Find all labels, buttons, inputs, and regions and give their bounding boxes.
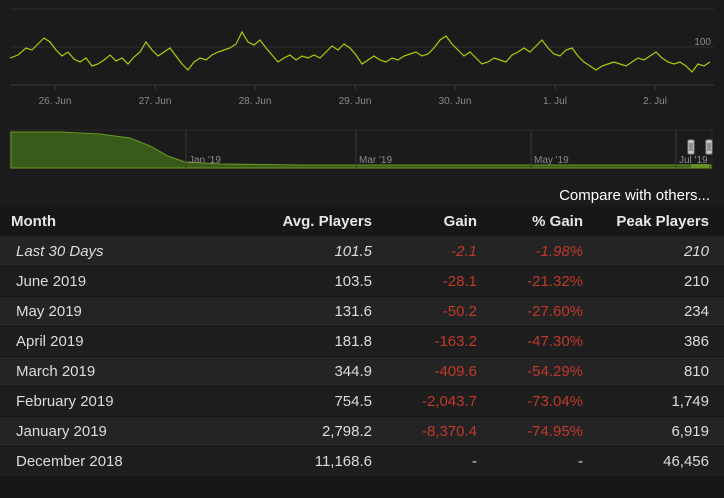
- x-tick-label: 29. Jun: [339, 96, 372, 107]
- monthly-stats-table: Month Avg. Players Gain % Gain Peak Play…: [0, 206, 724, 498]
- cell-avg: 11,168.6: [231, 446, 384, 477]
- x-axis-ticks: 26. Jun 27. Jun 28. Jun 29. Jun 30. Jun 1. Ju…: [39, 85, 667, 107]
- x-tick-label: 27. Jun: [139, 96, 172, 107]
- cell-month: February 2019: [0, 386, 231, 417]
- cell-peak: 386: [595, 326, 724, 357]
- navigator-handle-right[interactable]: [705, 139, 713, 155]
- navigator-tick-label: May '19: [534, 155, 569, 166]
- x-tick-label: 26. Jun: [39, 96, 72, 107]
- cell-avg: 131.6: [231, 296, 384, 327]
- navigator-tick-label: Jul '19: [679, 155, 708, 166]
- cell-avg: 101.5: [231, 236, 384, 267]
- table-row: December 2018 11,168.6 - - 46,456: [0, 446, 724, 477]
- header-avg-players[interactable]: Avg. Players: [231, 206, 384, 237]
- cell-month: June 2019: [0, 266, 231, 297]
- cell-pct-gain: -54.29%: [489, 356, 595, 387]
- header-pct-gain[interactable]: % Gain: [489, 206, 595, 237]
- player-count-chart: 100 26. Jun 27. Jun 28. Jun 29. Jun 30. Jun 1…: [0, 0, 724, 175]
- cell-pct-gain: -1.98%: [489, 236, 595, 267]
- x-tick-label: 2. Jul: [643, 96, 667, 107]
- cell-month: May 2019: [0, 296, 231, 327]
- cell-peak: 46,456: [595, 446, 724, 477]
- table-header-row: Month Avg. Players Gain % Gain Peak Play…: [0, 206, 724, 237]
- cell-avg: 344.9: [231, 356, 384, 387]
- cell-avg: 2,798.2: [231, 416, 384, 447]
- navigator-area: [10, 131, 712, 169]
- table-row: June 2019 103.5 -28.1 -21.32% 210: [0, 266, 724, 297]
- x-tick-label: 28. Jun: [239, 96, 272, 107]
- header-gain[interactable]: Gain: [384, 206, 489, 237]
- cell-avg: 103.5: [231, 266, 384, 297]
- table-row: May 2019 131.6 -50.2 -27.60% 234: [0, 296, 724, 327]
- cell-gain: -: [384, 446, 489, 477]
- cell-pct-gain: -27.60%: [489, 296, 595, 327]
- cell-pct-gain: -74.95%: [489, 416, 595, 447]
- cell-month: December 2018: [0, 446, 231, 477]
- navigator-tick-label: Mar '19: [359, 155, 392, 166]
- header-peak-players[interactable]: Peak Players: [595, 206, 724, 237]
- cell-avg: 181.8: [231, 326, 384, 357]
- table-row: January 2019 2,798.2 -8,370.4 -74.95% 6,…: [0, 416, 724, 447]
- cell-month: March 2019: [0, 356, 231, 387]
- compare-with-others-link[interactable]: Compare with others...: [559, 187, 710, 204]
- cell-peak: 810: [595, 356, 724, 387]
- cell-pct-gain: -47.30%: [489, 326, 595, 357]
- cell-pct-gain: -73.04%: [489, 386, 595, 417]
- table-row: April 2019 181.8 -163.2 -47.30% 386: [0, 326, 724, 357]
- cell-peak: 6,919: [595, 416, 724, 447]
- cell-pct-gain: -: [489, 446, 595, 477]
- x-tick-label: 1. Jul: [543, 96, 567, 107]
- cell-avg: 754.5: [231, 386, 384, 417]
- cell-gain: -28.1: [384, 266, 489, 297]
- cell-peak: 1,749: [595, 386, 724, 417]
- navigator-handle-left[interactable]: [687, 139, 695, 155]
- cell-pct-gain: -21.32%: [489, 266, 595, 297]
- table-row: March 2019 344.9 -409.6 -54.29% 810: [0, 356, 724, 387]
- header-month[interactable]: Month: [0, 206, 231, 237]
- cell-gain: -163.2: [384, 326, 489, 357]
- table-row: February 2019 754.5 -2,043.7 -73.04% 1,7…: [0, 386, 724, 417]
- cell-gain: -8,370.4: [384, 416, 489, 447]
- cell-month: April 2019: [0, 326, 231, 357]
- cell-month: January 2019: [0, 416, 231, 447]
- cell-gain: -2.1: [384, 236, 489, 267]
- navigator-selection[interactable]: [691, 164, 709, 168]
- cell-gain: -2,043.7: [384, 386, 489, 417]
- cell-peak: 210: [595, 236, 724, 267]
- cell-gain: -50.2: [384, 296, 489, 327]
- table-row: Last 30 Days 101.5 -2.1 -1.98% 210: [0, 236, 724, 267]
- chart-svg: 100 26. Jun 27. Jun 28. Jun 29. Jun 30. Jun 1…: [9, 8, 714, 169]
- x-tick-label: 30. Jun: [439, 96, 472, 107]
- y-axis-label-100: 100: [694, 37, 711, 48]
- cell-peak: 210: [595, 266, 724, 297]
- navigator-ticks: Jan '19 Mar '19 May '19 Jul '19: [185, 130, 708, 168]
- cell-month: Last 30 Days: [0, 236, 231, 267]
- cell-peak: 234: [595, 296, 724, 327]
- player-count-line: [9, 30, 711, 73]
- cell-gain: -409.6: [384, 356, 489, 387]
- navigator-tick-label: Jan '19: [189, 155, 221, 166]
